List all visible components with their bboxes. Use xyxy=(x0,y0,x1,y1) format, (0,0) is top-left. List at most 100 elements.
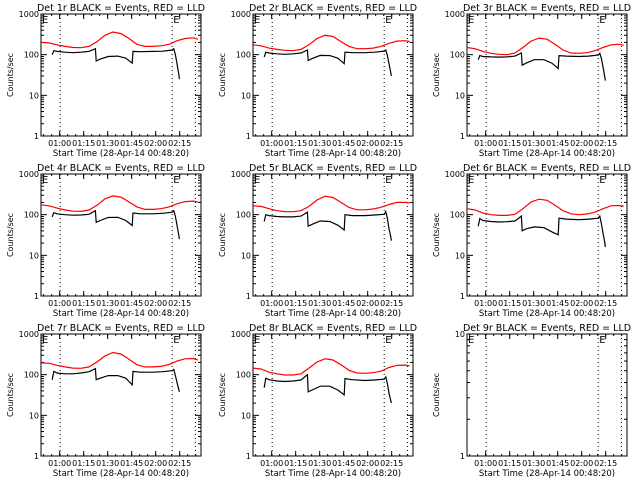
x-tick-label: 01:30 xyxy=(308,139,331,148)
y-tick-label: 100 xyxy=(24,371,39,380)
series-line-lld xyxy=(40,195,198,213)
x-tick-label: 02:00 xyxy=(144,139,167,148)
x-tick-label: 01:30 xyxy=(96,459,119,468)
y-tick-label: 1 xyxy=(34,132,39,141)
x-tick-label: 01:30 xyxy=(308,299,331,308)
plot-frame xyxy=(466,173,628,297)
y-tick-label: 100 xyxy=(236,371,251,380)
x-tick-label: 01:45 xyxy=(120,299,143,308)
x-tick-label: 01:00 xyxy=(260,299,283,308)
x-tick-label: 01:30 xyxy=(96,299,119,308)
y-axis-label: Counts/sec xyxy=(6,373,15,417)
panel-det-8: Det 8r BLACK = Events, RED = LLD 1 10 100 10… xyxy=(218,323,417,479)
x-tick-label: 01:15 xyxy=(498,459,521,468)
panel-det-6: Det 6r BLACK = Events, RED = LLD 1 10 100 10… xyxy=(432,163,631,319)
series-line-lld xyxy=(252,358,410,376)
x-tick-label: 02:15 xyxy=(168,139,191,148)
x-tick-label: 01:00 xyxy=(474,459,497,468)
x-tick-label: 01:00 xyxy=(48,459,71,468)
eclipse-marker-label: E xyxy=(468,175,474,186)
x-tick-label: 01:30 xyxy=(522,299,545,308)
y-tick-label: 10 xyxy=(241,251,251,260)
x-axis-label: Start Time (28-Apr-14 00:48:20) xyxy=(53,469,189,479)
y-tick-label: 10 xyxy=(455,330,465,339)
y-tick-label: 10 xyxy=(455,91,465,100)
y-axis-label: Counts/sec xyxy=(218,373,227,417)
x-tick-label: 02:00 xyxy=(570,139,593,148)
x-axis-label: Start Time (28-Apr-14 00:48:20) xyxy=(479,309,615,319)
eclipse-marker-label: E xyxy=(42,335,48,346)
panel-det-1: Det 1r BLACK = Events, RED = LLD 1 10 100 10… xyxy=(6,3,205,159)
eclipse-marker-label: E xyxy=(385,335,391,346)
panel-title: Det 2r BLACK = Events, RED = LLD xyxy=(249,3,417,14)
y-tick-label: 1000 xyxy=(231,330,251,339)
y-tick-label: 10 xyxy=(29,251,39,260)
x-tick-label: 02:15 xyxy=(594,139,617,148)
y-tick-label: 1 xyxy=(246,452,251,461)
y-axis-label: Counts/sec xyxy=(432,53,441,97)
eclipse-marker-label: E xyxy=(254,175,260,186)
x-tick-label: 02:00 xyxy=(356,299,379,308)
series-line-events xyxy=(51,209,180,240)
y-tick-label: 1 xyxy=(460,132,465,141)
x-tick-label: 01:15 xyxy=(72,139,95,148)
x-tick-label: 02:00 xyxy=(570,459,593,468)
panel-title: Det 4r BLACK = Events, RED = LLD xyxy=(37,163,205,174)
x-tick-label: 02:00 xyxy=(144,299,167,308)
y-tick-label: 1000 xyxy=(19,170,39,179)
panel-det-4: Det 4r BLACK = Events, RED = LLD 1 10 100 10… xyxy=(6,163,205,319)
panel-title: Det 6r BLACK = Events, RED = LLD xyxy=(463,163,631,174)
panel-title: Det 3r BLACK = Events, RED = LLD xyxy=(463,3,631,14)
series-line-events xyxy=(263,373,392,404)
plot-frame xyxy=(252,13,414,137)
plot-frame xyxy=(40,173,202,297)
x-tick-label: 02:00 xyxy=(356,139,379,148)
x-tick-label: 01:15 xyxy=(498,139,521,148)
x-tick-label: 01:00 xyxy=(48,139,71,148)
y-tick-label: 10 xyxy=(29,91,39,100)
y-tick-label: 10 xyxy=(455,251,465,260)
x-tick-label: 02:15 xyxy=(168,459,191,468)
panel-title: Det 9r BLACK = Events, RED = LLD xyxy=(463,323,631,334)
series-line-events xyxy=(477,52,606,81)
x-tick-label: 02:15 xyxy=(168,299,191,308)
eclipse-marker-label: E xyxy=(385,175,391,186)
y-axis-label: Counts/sec xyxy=(432,213,441,257)
y-tick-label: 1 xyxy=(246,132,251,141)
x-tick-label: 02:15 xyxy=(380,299,403,308)
plot-frame xyxy=(252,173,414,297)
series-line-lld xyxy=(466,37,624,56)
series-line-events xyxy=(263,210,392,241)
plot-frame xyxy=(252,333,414,457)
plot-frame xyxy=(466,333,628,457)
y-tick-label: 10 xyxy=(241,411,251,420)
y-tick-label: 10 xyxy=(241,91,251,100)
y-tick-label: 1 xyxy=(34,452,39,461)
y-tick-label: 100 xyxy=(236,211,251,220)
plot-frame xyxy=(40,13,202,137)
y-axis-label: Counts/sec xyxy=(6,213,15,257)
panel-det-7: Det 7r BLACK = Events, RED = LLD 1 10 100 10… xyxy=(6,323,205,479)
eclipse-marker-label: E xyxy=(468,335,474,346)
x-tick-label: 02:00 xyxy=(356,459,379,468)
y-tick-label: 1000 xyxy=(231,10,251,19)
panel-title: Det 8r BLACK = Events, RED = LLD xyxy=(249,323,417,334)
series-line-lld xyxy=(252,195,410,213)
eclipse-marker-label: E xyxy=(599,335,605,346)
y-tick-label: 1 xyxy=(460,292,465,301)
x-axis-label: Start Time (28-Apr-14 00:48:20) xyxy=(479,469,615,479)
y-tick-label: 100 xyxy=(236,51,251,60)
x-tick-label: 01:45 xyxy=(546,139,569,148)
series-line-lld xyxy=(252,34,410,52)
x-axis-label: Start Time (28-Apr-14 00:48:20) xyxy=(265,309,401,319)
eclipse-marker-label: E xyxy=(599,175,605,186)
series-line-events xyxy=(51,367,180,392)
y-tick-label: 1000 xyxy=(19,10,39,19)
x-tick-label: 01:30 xyxy=(522,459,545,468)
y-tick-label: 1000 xyxy=(445,10,465,19)
y-tick-label: 1000 xyxy=(445,170,465,179)
eclipse-marker-label: E xyxy=(173,15,179,26)
x-axis-label: Start Time (28-Apr-14 00:48:20) xyxy=(479,149,615,159)
x-tick-label: 01:45 xyxy=(332,459,355,468)
